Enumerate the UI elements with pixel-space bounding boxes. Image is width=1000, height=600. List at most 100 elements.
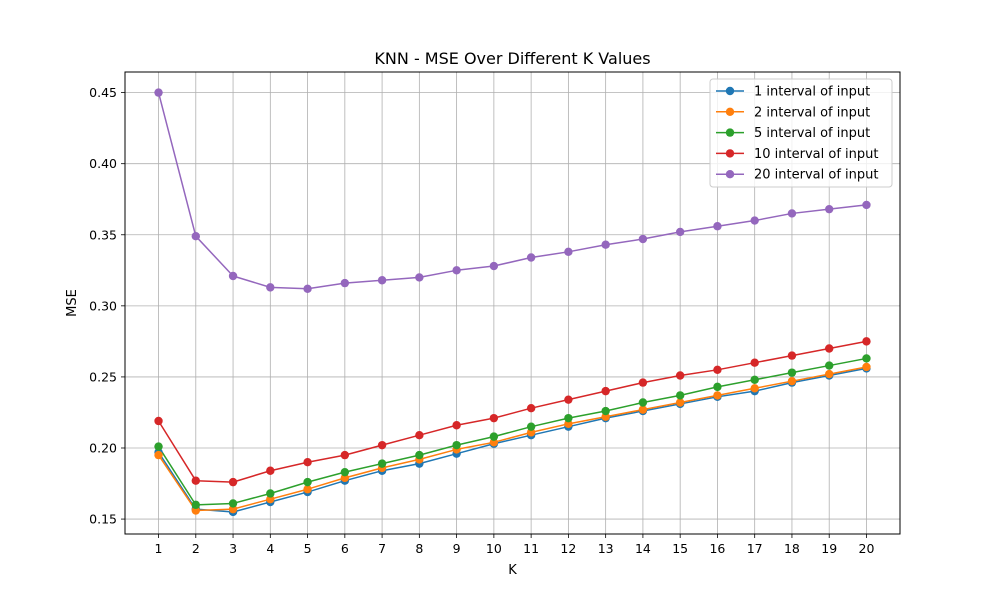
series-line-1 <box>157 367 867 513</box>
data-point <box>750 384 759 393</box>
chart-title: KNN - MSE Over Different K Values <box>374 49 650 68</box>
data-point <box>787 209 797 218</box>
data-point <box>340 467 350 477</box>
data-point <box>787 368 797 377</box>
data-point <box>750 216 759 225</box>
data-point <box>228 499 238 508</box>
x-tick-label: 8 <box>415 541 423 556</box>
data-point <box>825 344 834 353</box>
data-point <box>675 398 685 407</box>
x-tick-label: 11 <box>523 541 539 556</box>
data-point <box>862 200 871 210</box>
legend-label: 1 interval of input <box>754 85 870 100</box>
legend-label: 20 interval of input <box>754 168 878 183</box>
data-point <box>340 450 350 460</box>
data-point <box>526 403 536 413</box>
series-line-2 <box>157 366 867 512</box>
data-point <box>713 222 722 231</box>
data-point <box>452 421 461 430</box>
legend-item: 2 interval of input <box>716 105 870 120</box>
y-tick-label: 0.30 <box>89 298 117 313</box>
data-point <box>787 351 797 360</box>
legend-label: 5 interval of input <box>754 126 870 141</box>
series-lines <box>157 92 867 513</box>
data-point <box>675 227 685 237</box>
data-point <box>564 395 573 404</box>
data-point <box>303 477 312 487</box>
legend-marker-swatch <box>725 170 735 179</box>
y-tick-label: 0.20 <box>89 440 117 455</box>
legend-item: 5 interval of input <box>716 126 870 141</box>
x-tick-label: 19 <box>821 541 837 556</box>
x-tick-label: 3 <box>229 541 237 556</box>
legend-marker-swatch <box>725 149 735 158</box>
data-point <box>601 406 610 416</box>
x-axis-ticks: 1 2 3 4 5 6 7 8 9 10 11 12 13 14 15 16 17 18 19 20 <box>155 534 875 556</box>
x-tick-label: 4 <box>266 541 274 556</box>
data-point <box>415 431 424 440</box>
x-tick-label: 13 <box>598 541 614 556</box>
data-point <box>564 247 573 257</box>
data-point <box>862 354 871 363</box>
data-point <box>489 432 499 441</box>
data-point <box>825 361 834 370</box>
data-point <box>228 477 238 487</box>
y-axis-label: MSE <box>65 289 80 317</box>
data-point <box>825 369 834 379</box>
data-point <box>303 284 312 293</box>
data-point <box>713 365 722 375</box>
data-point <box>750 358 759 367</box>
y-axis-ticks: 0.15 0.20 0.25 0.30 0.35 0.40 0.45 <box>89 85 125 527</box>
data-point <box>340 278 350 288</box>
data-point <box>750 375 759 384</box>
data-point <box>713 382 722 392</box>
data-point <box>489 261 499 271</box>
data-point <box>601 386 610 396</box>
data-point <box>564 413 573 423</box>
series-line-5 <box>157 92 867 290</box>
data-point <box>526 422 536 431</box>
x-tick-label: 16 <box>709 541 725 556</box>
y-tick-label: 0.25 <box>89 369 117 384</box>
data-point <box>862 337 871 346</box>
y-tick-label: 0.45 <box>89 85 117 100</box>
data-point <box>266 466 275 475</box>
legend-item: 10 interval of input <box>716 147 878 162</box>
data-point <box>415 273 424 282</box>
y-tick-label: 0.40 <box>89 156 117 171</box>
series-line-3 <box>157 357 867 506</box>
x-tick-label: 7 <box>378 541 386 556</box>
x-axis-label: K <box>508 563 517 578</box>
y-tick-label: 0.35 <box>89 227 117 242</box>
data-point <box>303 485 312 494</box>
y-tick-label: 0.15 <box>89 512 117 527</box>
x-tick-label: 20 <box>859 541 875 556</box>
legend-item: 1 interval of input <box>716 85 870 100</box>
data-point <box>601 240 610 249</box>
legend-marker-swatch <box>725 107 735 117</box>
data-point <box>526 253 536 262</box>
x-tick-label: 1 <box>155 541 163 556</box>
data-point <box>191 500 200 510</box>
data-point <box>191 476 200 485</box>
data-point <box>415 450 424 460</box>
data-point <box>377 440 387 450</box>
legend-marker-swatch <box>725 128 735 137</box>
data-point <box>377 276 387 285</box>
x-tick-label: 12 <box>560 541 576 556</box>
data-point <box>228 271 238 281</box>
x-tick-label: 2 <box>192 541 200 556</box>
data-point <box>825 204 834 214</box>
x-tick-label: 9 <box>453 541 461 556</box>
data-point <box>638 234 648 244</box>
legend-box <box>709 78 893 188</box>
data-point <box>862 362 871 372</box>
legend-label: 2 interval of input <box>754 105 870 120</box>
data-point <box>154 88 163 97</box>
x-tick-label: 17 <box>747 541 763 556</box>
data-point <box>638 398 648 407</box>
data-point <box>266 283 275 292</box>
data-point <box>154 450 163 460</box>
data-point <box>154 442 163 451</box>
